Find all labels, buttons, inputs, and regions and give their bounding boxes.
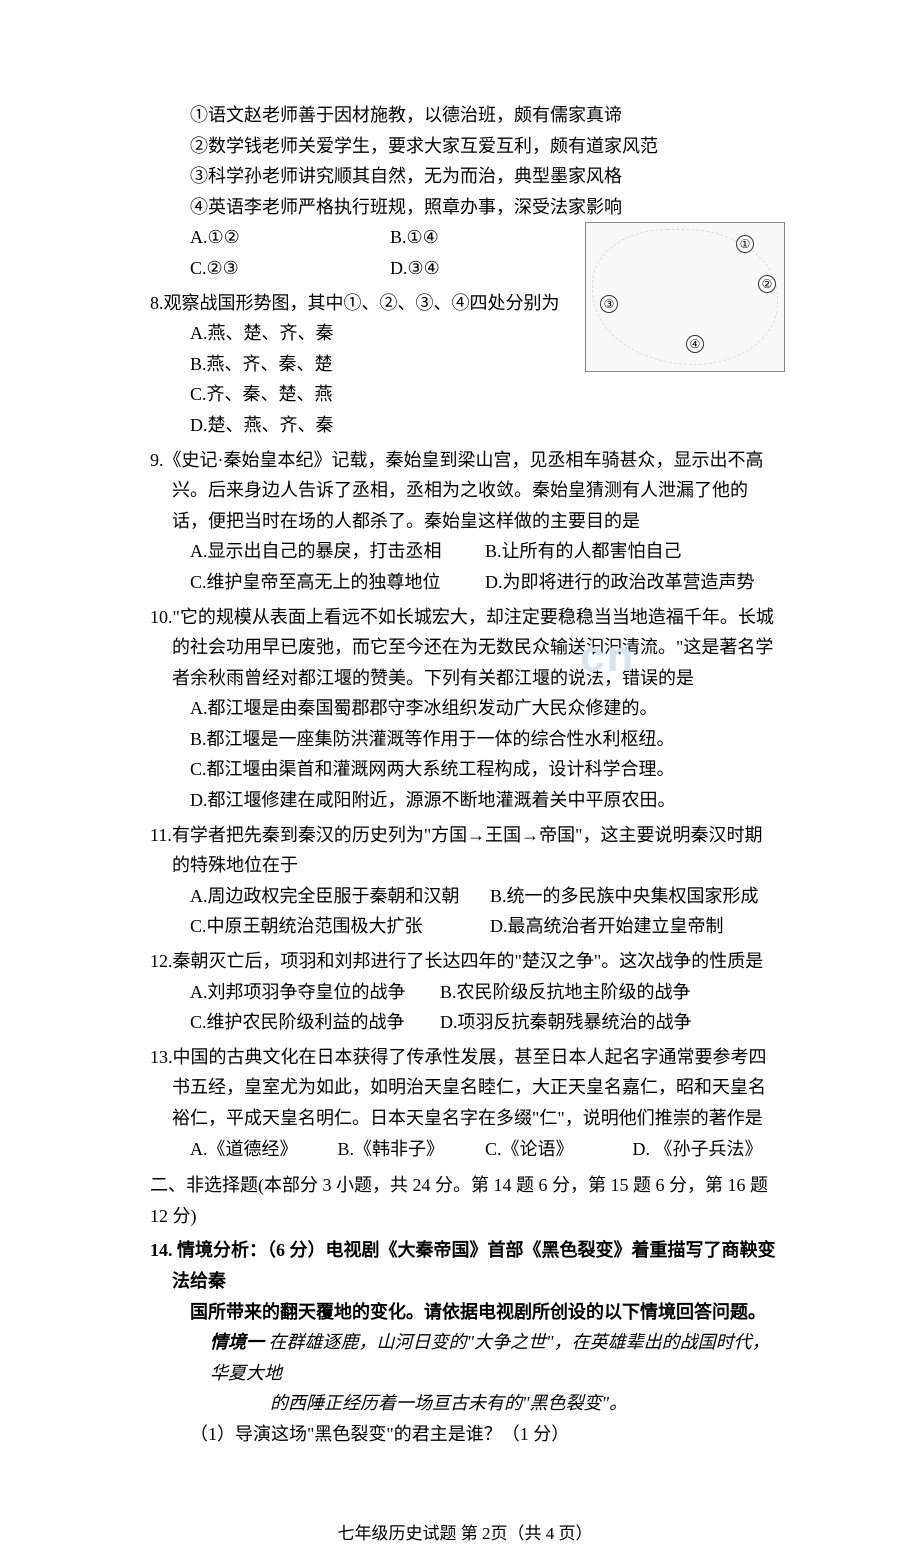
intro-line-4: ④英语李老师严格执行班规，照章办事，深受法家影响: [150, 192, 780, 223]
section-2-header: 二、非选择题(本部分 3 小题，共 24 分。第 14 题 6 分，第 15 题…: [150, 1170, 780, 1231]
q11-row2: C.中原王朝统治范围极大扩张 D.最高统治者开始建立皇帝制: [150, 911, 780, 942]
q9-row2: C.维护皇帝至高无上的独尊地位 D.为即将进行的政治改革营造声势: [150, 567, 780, 598]
q11-stem: 11.有学者把先秦到秦汉的历史列为"方国→王国→帝国"，这主要说明秦汉时期的特殊…: [150, 820, 780, 881]
q9-opt-c: C.维护皇帝至高无上的独尊地位: [190, 567, 485, 598]
q10-opt-d: D.都江堰修建在咸阳附近，源源不断地灌溉着关中平原农田。: [150, 785, 780, 816]
q12-opt-a: A.刘邦项羽争夺皇位的战争: [190, 977, 440, 1008]
q12-opt-d: D.项羽反抗秦朝残暴统治的战争: [440, 1007, 780, 1038]
q11-opt-d: D.最高统治者开始建立皇帝制: [490, 911, 780, 942]
q9-opt-d: D.为即将进行的政治改革营造声势: [485, 567, 780, 598]
q10-opt-c: C.都江堰由渠首和灌溉网两大系统工程构成，设计科学合理。: [150, 754, 780, 785]
map-marker-2: ②: [758, 275, 776, 293]
q13-stem: 13.中国的古典文化在日本获得了传承性发展，甚至日本人起名字通常要参考四书五经，…: [150, 1042, 780, 1134]
q12-row1: A.刘邦项羽争夺皇位的战争 B.农民阶级反抗地主阶级的战争: [150, 977, 780, 1008]
q11-opt-b: B.统一的多民族中央集权国家形成: [490, 881, 780, 912]
q9-opt-a: A.显示出自己的暴戾，打击丞相: [190, 536, 485, 567]
q12-stem: 12.秦朝灭亡后，项羽和刘邦进行了长达四年的"楚汉之争"。这次战争的性质是: [150, 946, 780, 977]
q13-row: A.《道德经》 B.《韩非子》 C.《论语》 D. 《孙子兵法》: [150, 1134, 780, 1165]
q14-stem: 14. 情境分析：（6 分）电视剧《大秦帝国》首部《黑色裂变》着重描写了商鞅变法…: [150, 1235, 780, 1296]
q8-opt-c: C.齐、秦、楚、燕: [150, 379, 780, 410]
q12-opt-b: B.农民阶级反抗地主阶级的战争: [440, 977, 780, 1008]
question-12: 12.秦朝灭亡后，项羽和刘邦进行了长达四年的"楚汉之争"。这次战争的性质是 A.…: [150, 946, 780, 1038]
question-9: 9.《史记·秦始皇本纪》记载，秦始皇到梁山宫，见丞相车骑甚众，显示出不高兴。后来…: [150, 445, 780, 598]
map-marker-1: ①: [736, 235, 754, 253]
q13-opt-a: A.《道德经》: [190, 1134, 338, 1165]
q11-row1: A.周边政权完全臣服于秦朝和汉朝 B.统一的多民族中央集权国家形成: [150, 881, 780, 912]
q11-opt-c: C.中原王朝统治范围极大扩张: [190, 911, 490, 942]
scene-text: 在群雄逐鹿，山河日变的"大争之世"，在英雄辈出的战国时代，华夏大地: [210, 1332, 770, 1383]
q10-stem: 10."它的规模从表面上看远不如长城宏大，却注定要稳稳当当地造福千年。长城的社会…: [150, 602, 780, 694]
q14-sub1: （1）导演这场"黑色裂变"的君主是谁？（1 分）: [150, 1419, 780, 1450]
q9-stem: 9.《史记·秦始皇本纪》记载，秦始皇到梁山宫，见丞相车骑甚众，显示出不高兴。后来…: [150, 445, 780, 537]
scene-label: 情境一: [210, 1332, 264, 1352]
q13-opt-b: B.《韩非子》: [338, 1134, 486, 1165]
intro-line-3: ③科学孙老师讲究顺其自然，无为而治，典型墨家风格: [150, 161, 780, 192]
q14-stem2: 国所带来的翻天覆地的变化。请依据电视剧所创设的以下情境回答问题。: [150, 1297, 780, 1328]
q12-row2: C.维护农民阶级利益的战争 D.项羽反抗秦朝残暴统治的战争: [150, 1007, 780, 1038]
question-13: 13.中国的古典文化在日本获得了传承性发展，甚至日本人起名字通常要参考四书五经，…: [150, 1042, 780, 1164]
q13-opt-d: D. 《孙子兵法》: [633, 1134, 781, 1165]
q9-row1: A.显示出自己的暴戾，打击丞相 B.让所有的人都害怕自己: [150, 536, 780, 567]
q11-opt-a: A.周边政权完全臣服于秦朝和汉朝: [190, 881, 490, 912]
q12-opt-c: C.维护农民阶级利益的战争: [190, 1007, 440, 1038]
q9-opt-b: B.让所有的人都害怕自己: [485, 536, 780, 567]
q13-opt-c: C.《论语》: [485, 1134, 633, 1165]
intro-line-2: ②数学钱老师关爱学生，要求大家互爱互利，颇有道家风范: [150, 131, 780, 162]
scene-cont: 的西陲正经历着一场亘古未有的"黑色裂变"。: [150, 1388, 780, 1419]
intro-opt-c: C.②③: [190, 253, 390, 284]
intro-opt-a: A.①②: [190, 222, 390, 253]
q14-scene: 情境一 在群雄逐鹿，山河日变的"大争之世"，在英雄辈出的战国时代，华夏大地: [150, 1327, 780, 1388]
q10-opt-b: B.都江堰是一座集防洪灌溉等作用于一体的综合性水利枢纽。: [150, 724, 780, 755]
map-marker-4: ④: [686, 335, 704, 353]
q8-opt-d: D.楚、燕、齐、秦: [150, 410, 780, 441]
q10-opt-a: A.都江堰是由秦国蜀郡郡守李冰组织发动广大民众修建的。: [150, 693, 780, 724]
warring-states-map: ① ② ③ ④: [585, 222, 785, 372]
page-footer: 七年级历史试题 第 2页（共 4 页）: [150, 1520, 780, 1548]
map-marker-3: ③: [600, 295, 618, 313]
question-11: 11.有学者把先秦到秦汉的历史列为"方国→王国→帝国"，这主要说明秦汉时期的特殊…: [150, 820, 780, 942]
question-10: 10."它的规模从表面上看远不如长城宏大，却注定要稳稳当当地造福千年。长城的社会…: [150, 602, 780, 816]
intro-line-1: ①语文赵老师善于因材施教，以德治班，颇有儒家真谛: [150, 100, 780, 131]
question-14: 14. 情境分析：（6 分）电视剧《大秦帝国》首部《黑色裂变》着重描写了商鞅变法…: [150, 1235, 780, 1449]
